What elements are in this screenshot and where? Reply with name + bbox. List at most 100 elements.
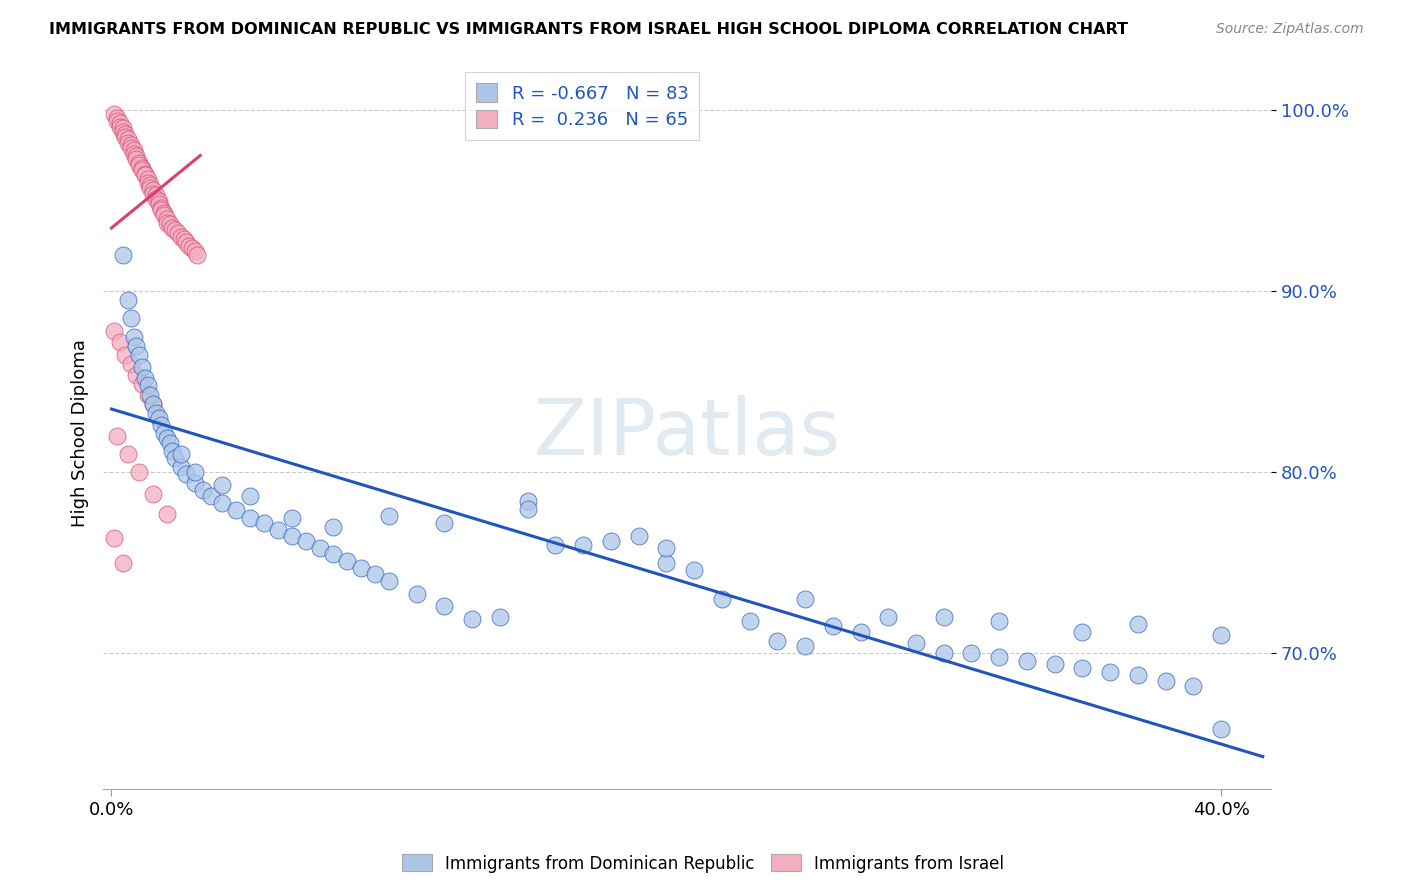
Point xyxy=(1182,679,1205,693)
Point xyxy=(156,507,179,521)
Text: ZIPatlas: ZIPatlas xyxy=(534,395,841,472)
Point xyxy=(1154,673,1177,688)
Point xyxy=(322,547,344,561)
Point xyxy=(176,235,198,250)
Point xyxy=(627,529,650,543)
Point xyxy=(136,378,159,392)
Point xyxy=(153,208,176,222)
Point xyxy=(211,478,233,492)
Point xyxy=(239,510,262,524)
Point xyxy=(111,121,134,136)
Point xyxy=(1071,624,1094,639)
Point xyxy=(932,647,955,661)
Text: Source: ZipAtlas.com: Source: ZipAtlas.com xyxy=(1216,22,1364,37)
Point xyxy=(125,368,148,382)
Point xyxy=(1099,665,1122,679)
Point xyxy=(180,241,202,255)
Point xyxy=(148,411,170,425)
Point xyxy=(122,329,145,343)
Point xyxy=(322,519,344,533)
Point xyxy=(120,137,142,152)
Point xyxy=(544,538,567,552)
Point xyxy=(267,524,290,538)
Point xyxy=(191,483,214,498)
Point xyxy=(153,425,176,440)
Point xyxy=(114,130,136,145)
Point xyxy=(183,476,205,491)
Point xyxy=(139,178,162,192)
Point xyxy=(128,155,150,169)
Point xyxy=(150,201,173,215)
Point xyxy=(136,172,159,186)
Point xyxy=(683,563,706,577)
Point xyxy=(200,489,222,503)
Point xyxy=(170,447,193,461)
Point xyxy=(156,215,179,229)
Point xyxy=(710,592,733,607)
Point xyxy=(159,218,181,232)
Point xyxy=(988,614,1011,628)
Point xyxy=(162,221,184,235)
Point xyxy=(142,396,165,410)
Point xyxy=(766,633,789,648)
Point xyxy=(960,647,983,661)
Point xyxy=(461,612,484,626)
Point xyxy=(159,436,181,450)
Point xyxy=(433,516,456,530)
Point xyxy=(150,418,173,433)
Point xyxy=(108,116,131,130)
Point xyxy=(281,529,304,543)
Point xyxy=(170,230,193,244)
Point xyxy=(145,406,167,420)
Point xyxy=(131,161,153,176)
Point xyxy=(114,127,136,141)
Point xyxy=(877,610,900,624)
Point xyxy=(122,146,145,161)
Point xyxy=(103,107,125,121)
Point xyxy=(142,396,165,410)
Point xyxy=(105,111,128,125)
Point xyxy=(117,132,139,146)
Point xyxy=(849,624,872,639)
Point xyxy=(1211,723,1233,737)
Point xyxy=(176,467,198,482)
Point xyxy=(117,447,139,461)
Point xyxy=(821,619,844,633)
Point xyxy=(738,614,761,628)
Point xyxy=(183,466,205,480)
Point xyxy=(120,311,142,326)
Point xyxy=(142,186,165,201)
Point xyxy=(136,387,159,401)
Point xyxy=(128,158,150,172)
Point xyxy=(103,324,125,338)
Point xyxy=(108,334,131,349)
Point xyxy=(139,387,162,401)
Point xyxy=(294,534,316,549)
Legend: R = -0.667   N = 83, R =  0.236   N = 65: R = -0.667 N = 83, R = 0.236 N = 65 xyxy=(464,72,699,140)
Point xyxy=(145,192,167,206)
Point xyxy=(364,566,387,581)
Point xyxy=(378,508,401,523)
Point xyxy=(179,239,201,253)
Point xyxy=(599,534,621,549)
Point xyxy=(142,487,165,501)
Point xyxy=(170,459,193,474)
Point xyxy=(308,541,330,556)
Point xyxy=(120,141,142,155)
Point xyxy=(111,125,134,139)
Point xyxy=(111,248,134,262)
Text: IMMIGRANTS FROM DOMINICAN REPUBLIC VS IMMIGRANTS FROM ISRAEL HIGH SCHOOL DIPLOMA: IMMIGRANTS FROM DOMINICAN REPUBLIC VS IM… xyxy=(49,22,1128,37)
Point xyxy=(211,496,233,510)
Point xyxy=(136,176,159,190)
Point xyxy=(134,169,156,183)
Point xyxy=(225,503,247,517)
Point xyxy=(148,197,170,211)
Point xyxy=(125,148,148,162)
Point xyxy=(336,554,359,568)
Point xyxy=(114,348,136,362)
Point xyxy=(117,293,139,308)
Point xyxy=(281,510,304,524)
Point xyxy=(1043,657,1066,672)
Point xyxy=(1126,617,1149,632)
Point xyxy=(134,167,156,181)
